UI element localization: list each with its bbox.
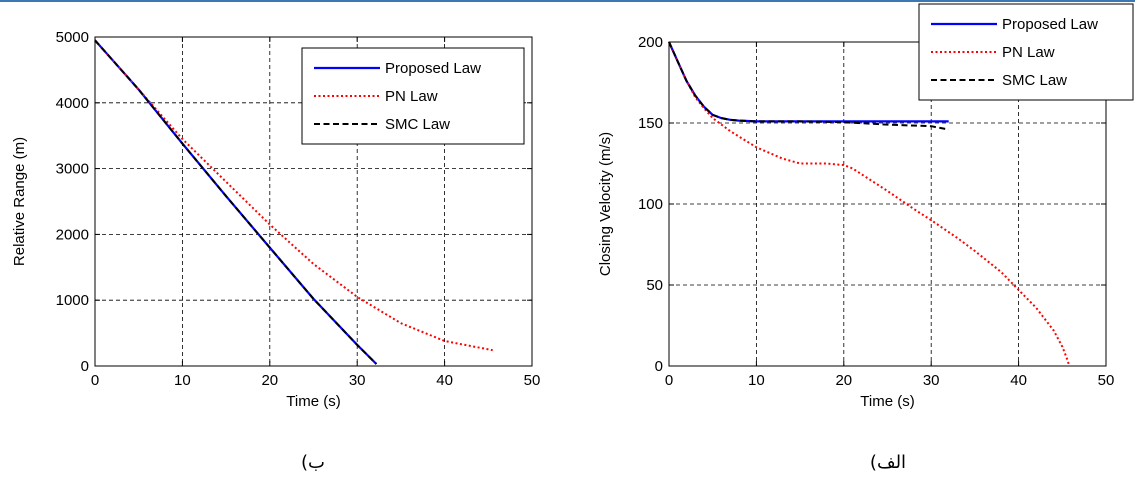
x-tick-label: 30 <box>349 372 366 389</box>
series-line-smc-law <box>94 39 378 365</box>
x-tick-label: 0 <box>91 372 99 389</box>
x-tick-label: 50 <box>1098 372 1115 389</box>
y-tick-label: 0 <box>81 358 89 375</box>
series-line-smc-law <box>668 41 949 131</box>
y-tick-label: 100 <box>638 196 663 213</box>
y-tick-label: 200 <box>638 34 663 51</box>
x-tick-label: 30 <box>923 372 940 389</box>
top-rule <box>0 0 1135 2</box>
x-tick-label: 20 <box>261 372 278 389</box>
legend-box <box>301 47 525 145</box>
x-tick-label: 40 <box>436 372 453 389</box>
legend-label: SMC Law <box>1002 72 1067 89</box>
y-tick-label: 150 <box>638 115 663 132</box>
x-tick-label: 10 <box>748 372 765 389</box>
y-tick-label: 50 <box>646 277 663 294</box>
y-tick-label: 3000 <box>56 161 89 178</box>
chart-caption: ب) <box>301 452 325 473</box>
chart-left: 0 10 20 30 40 50 0 1000 2000 3000 4000 5000 Time (s)… <box>11 29 540 473</box>
y-tick-label: 1000 <box>56 292 89 309</box>
series-line-pn-law <box>668 41 1071 367</box>
y-axis-label: Relative Range (m) <box>11 137 28 266</box>
legend-label: PN Law <box>385 88 438 105</box>
x-tick-label: 40 <box>1010 372 1027 389</box>
x-tick-label: 0 <box>665 372 673 389</box>
legend-label: SMC Law <box>385 116 450 133</box>
x-axis-label: Time (s) <box>860 393 914 410</box>
series-line-pn-law <box>94 39 493 352</box>
legend: Proposed Law PN Law SMC Law <box>918 3 1134 101</box>
y-axis-label: Closing Velocity (m/s) <box>597 132 614 276</box>
x-tick-label: 50 <box>524 372 541 389</box>
y-tick-label: 4000 <box>56 95 89 112</box>
x-tick-label: 10 <box>174 372 191 389</box>
legend-label: PN Law <box>1002 44 1055 61</box>
legend-label: Proposed Law <box>1002 16 1098 33</box>
chart-caption: الف) <box>870 452 906 473</box>
legend-label: Proposed Law <box>385 60 481 77</box>
x-tick-label: 20 <box>835 372 852 389</box>
legend: Proposed Law PN Law SMC Law <box>301 47 525 145</box>
axes-frame <box>94 36 533 367</box>
x-axis-label: Time (s) <box>286 393 340 410</box>
chart-right: 0 10 20 30 40 50 0 50 100 150 200 Time (s) Closing V… <box>597 3 1134 473</box>
y-tick-label: 2000 <box>56 226 89 243</box>
y-tick-label: 0 <box>655 358 663 375</box>
y-tick-label: 5000 <box>56 29 89 46</box>
